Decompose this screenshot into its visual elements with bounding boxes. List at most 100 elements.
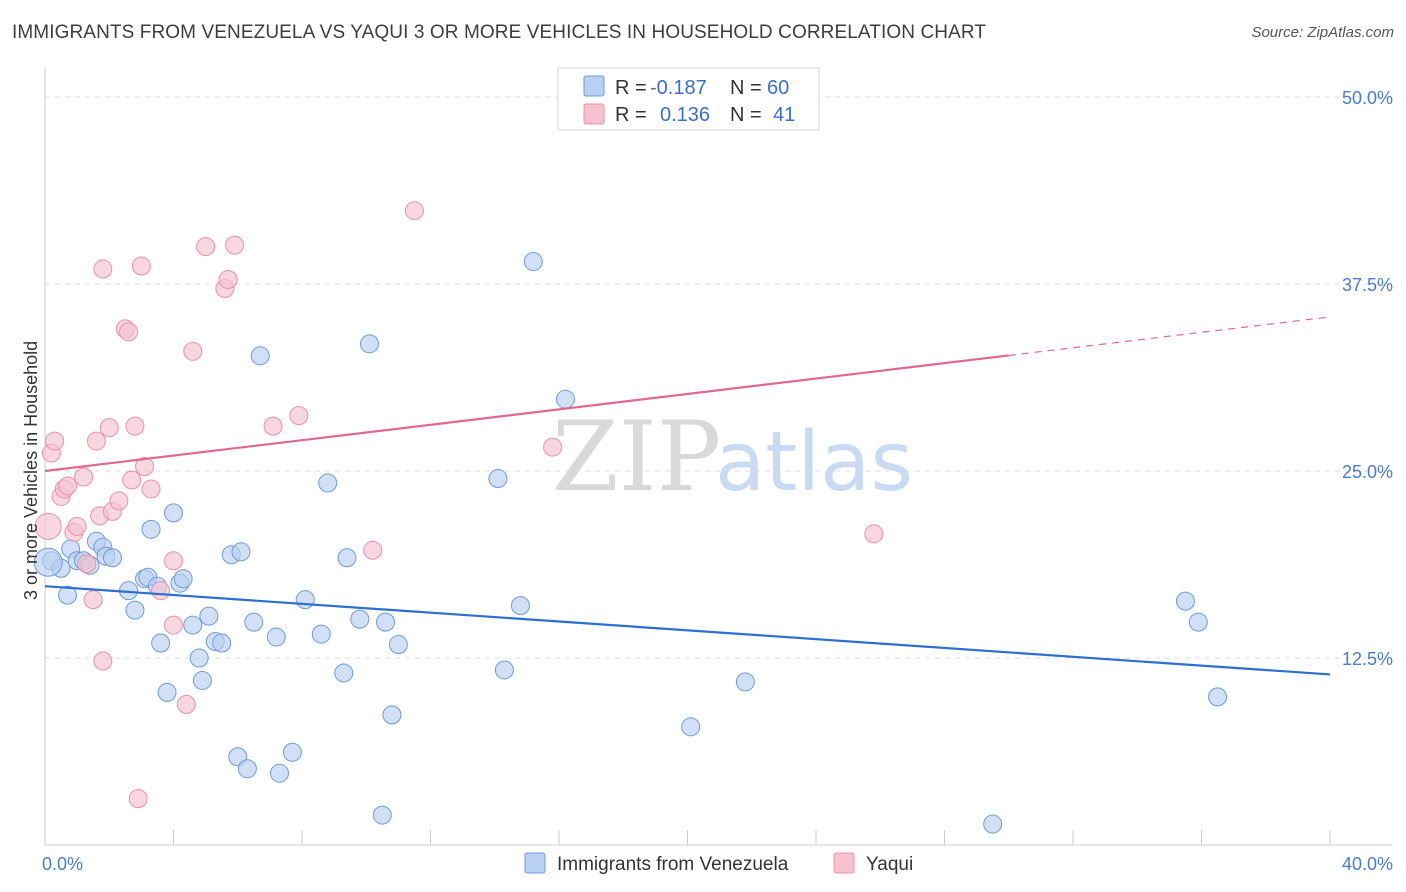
point-venezuela-24 xyxy=(192,670,212,690)
point-yaqui-29 xyxy=(176,694,196,714)
legend-n-value-1: 60 xyxy=(767,77,789,99)
y-tick-label-2: 37.5% xyxy=(1342,275,1393,295)
point-venezuela-22 xyxy=(183,615,203,635)
legend-r-label-1: R = xyxy=(615,77,647,99)
point-venezuela-2 xyxy=(57,585,77,605)
point-yaqui-7 xyxy=(67,516,87,536)
point-venezuela-50 xyxy=(510,596,530,616)
legend-r-value-1: -0.187 xyxy=(650,77,707,99)
point-venezuela-19 xyxy=(164,503,183,523)
point-yaqui-26 xyxy=(151,581,171,601)
point-venezuela-47 xyxy=(388,635,408,655)
gridlines xyxy=(45,96,1392,659)
point-venezuela-40 xyxy=(334,663,354,683)
legend-bottom-label-blue: Immigrants from Venezuela xyxy=(557,854,789,875)
point-venezuela-30 xyxy=(231,542,251,562)
point-yaqui-17 xyxy=(109,491,129,511)
point-venezuela-56 xyxy=(1175,591,1195,611)
point-yaqui-22 xyxy=(131,256,151,276)
watermark-zip: ZIP xyxy=(552,401,721,513)
source-credit: Source: ZipAtlas.com xyxy=(1251,24,1394,41)
point-venezuela-44 xyxy=(372,805,392,825)
x-tick-label-min: 0.0% xyxy=(42,854,83,874)
point-venezuela-54 xyxy=(735,672,755,692)
point-yaqui-35 xyxy=(263,416,283,436)
point-venezuela-23 xyxy=(189,648,209,668)
point-yaqui-23 xyxy=(135,457,155,477)
legend-n-value-2: 41 xyxy=(773,104,795,126)
point-venezuela-27 xyxy=(212,633,232,653)
legend-top: R = -0.187 N = 60 R = 0.136 N = 41 xyxy=(557,67,820,131)
point-venezuela-32 xyxy=(244,612,264,632)
point-venezuela-31 xyxy=(237,759,257,779)
point-venezuela-45 xyxy=(376,612,396,632)
point-venezuela-33 xyxy=(250,346,270,366)
point-venezuela-59 xyxy=(33,547,63,577)
legend-r-label-2: R = xyxy=(615,104,647,126)
point-venezuela-38 xyxy=(311,624,331,644)
point-yaqui-31 xyxy=(196,237,216,257)
legend-r-value-2: 0.136 xyxy=(660,104,710,126)
point-yaqui-21 xyxy=(125,416,145,436)
y-axis-label: 3 or more Vehicles in Household xyxy=(21,341,41,600)
point-venezuela-48 xyxy=(488,468,508,488)
point-yaqui-40 xyxy=(864,524,884,544)
legend-n-label-2: N = xyxy=(730,104,762,126)
legend-bottom: Immigrants from Venezuela Yaqui xyxy=(524,852,913,875)
point-yaqui-38 xyxy=(404,201,424,221)
point-venezuela-53 xyxy=(681,717,701,737)
point-yaqui-14 xyxy=(93,259,113,279)
legend-bottom-label-pink: Yaqui xyxy=(866,854,913,875)
point-yaqui-34 xyxy=(225,235,245,255)
point-venezuela-58 xyxy=(1208,687,1228,707)
y-tick-label-1: 25.0% xyxy=(1342,462,1393,482)
legend-swatch-pink xyxy=(583,103,605,125)
point-venezuela-12 xyxy=(125,600,145,620)
legend-swatch-blue xyxy=(583,75,605,97)
point-yaqui-24 xyxy=(141,479,161,499)
x-tick-labels: 0.0% 40.0% xyxy=(42,854,1393,874)
watermark: ZIP atlas xyxy=(552,401,913,513)
point-yaqui-10 xyxy=(83,590,103,610)
point-venezuela-43 xyxy=(359,334,379,354)
point-venezuela-39 xyxy=(318,473,338,493)
trend-lines xyxy=(44,316,1331,676)
legend-bottom-swatch-pink xyxy=(833,852,855,874)
point-yaqui-8 xyxy=(74,467,94,487)
point-venezuela-52 xyxy=(555,389,575,409)
legend-bottom-swatch-blue xyxy=(524,852,546,874)
point-yaqui-5 xyxy=(57,476,77,496)
point-yaqui-11 xyxy=(86,431,106,451)
point-venezuela-37 xyxy=(295,590,315,610)
point-yaqui-28 xyxy=(164,615,183,635)
point-venezuela-21 xyxy=(173,569,193,589)
x-tick-label-max: 40.0% xyxy=(1342,854,1393,874)
point-venezuela-17 xyxy=(151,633,171,653)
point-venezuela-55 xyxy=(983,814,1003,834)
point-venezuela-41 xyxy=(337,548,357,568)
point-yaqui-37 xyxy=(363,540,383,560)
point-yaqui-39 xyxy=(543,437,563,457)
point-yaqui-33 xyxy=(218,270,238,290)
point-venezuela-34 xyxy=(266,627,286,647)
trend-line-yaqui-dashed xyxy=(1008,316,1331,357)
point-yaqui-25 xyxy=(128,789,148,809)
point-yaqui-13 xyxy=(93,651,113,671)
data-points xyxy=(33,201,1228,834)
point-yaqui-0 xyxy=(34,512,62,540)
point-venezuela-35 xyxy=(270,763,290,783)
point-venezuela-46 xyxy=(382,705,402,725)
point-yaqui-27 xyxy=(164,551,183,571)
legend-n-label-1: N = xyxy=(730,77,762,99)
point-venezuela-51 xyxy=(523,252,543,272)
chart-title: IMMIGRANTS FROM VENEZUELA VS YAQUI 3 OR … xyxy=(12,22,987,43)
point-yaqui-20 xyxy=(122,470,142,490)
trend-line-venezuela xyxy=(44,585,1331,676)
point-yaqui-2 xyxy=(45,431,65,451)
point-venezuela-36 xyxy=(282,742,302,762)
point-yaqui-19 xyxy=(119,322,139,342)
point-venezuela-18 xyxy=(157,682,177,702)
point-yaqui-36 xyxy=(289,406,309,426)
trend-line-yaqui-solid xyxy=(44,354,1009,473)
